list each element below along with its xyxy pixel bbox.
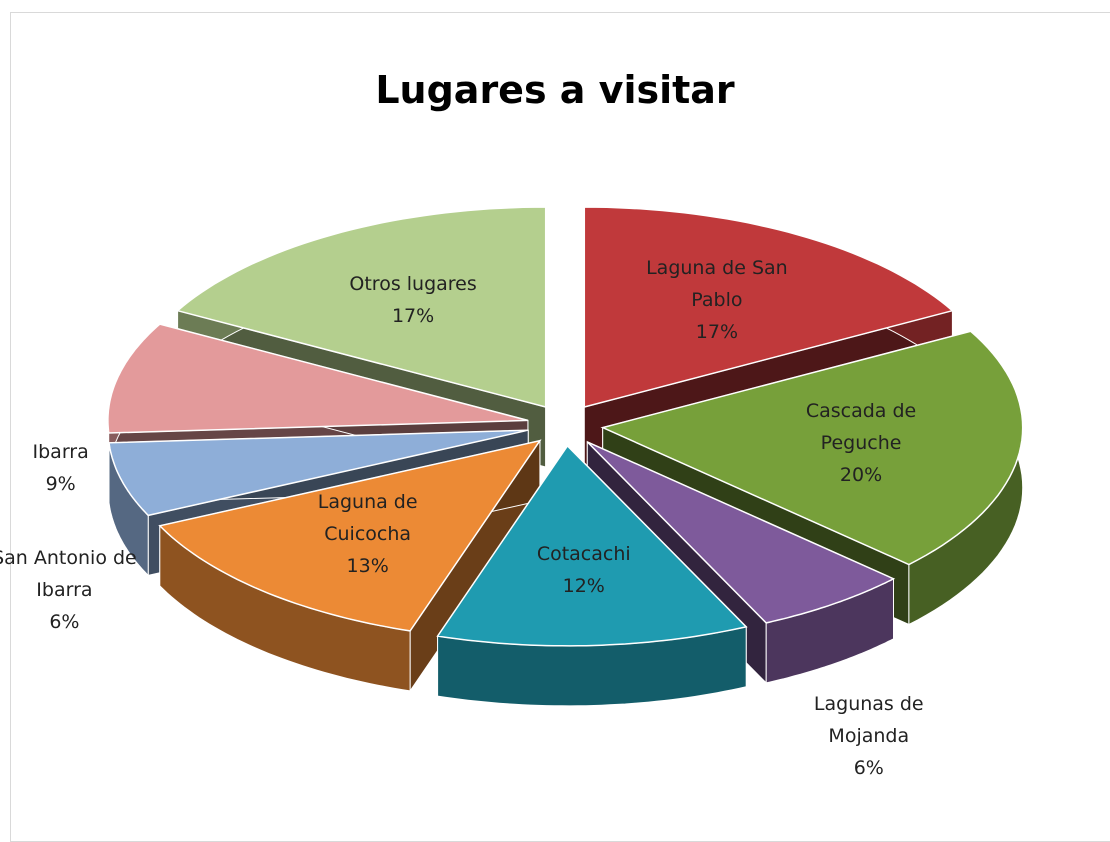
value-label: 6% bbox=[853, 757, 884, 780]
category-label: Lagunas de Mojanda bbox=[813, 693, 924, 748]
slice-top bbox=[176, 206, 547, 408]
slice-top bbox=[108, 429, 529, 517]
category-label: Cotacachi bbox=[536, 542, 631, 565]
slice-top bbox=[158, 439, 542, 632]
slice-top bbox=[600, 330, 1024, 566]
value-label: 12% bbox=[562, 574, 605, 597]
slice-top bbox=[107, 323, 529, 434]
value-label: 6% bbox=[49, 610, 80, 633]
page: Lugares a visitar (() => { const data = … bbox=[0, 12, 1110, 842]
value-label: 17% bbox=[391, 305, 435, 328]
category-label: Ibarra bbox=[32, 441, 89, 464]
slice-top bbox=[436, 444, 748, 647]
data-label: Cascada de Peguche 20% bbox=[776, 395, 946, 491]
category-label: Laguna de San Pablo bbox=[646, 257, 788, 312]
data-label: Laguna de San Pablo 17% bbox=[632, 252, 802, 348]
category-label: San Antonio de Ibarra bbox=[0, 546, 137, 601]
category-label: Cascada de Peguche bbox=[805, 400, 917, 455]
data-label: Otros lugares 17% bbox=[328, 268, 498, 332]
slice-top bbox=[586, 441, 896, 624]
chart-title: Lugares a visitar bbox=[375, 68, 735, 112]
chart bbox=[107, 206, 1024, 707]
slice bbox=[436, 444, 748, 707]
value-label: 17% bbox=[695, 321, 738, 344]
value-label: 13% bbox=[346, 554, 389, 577]
category-label: Otros lugares bbox=[349, 273, 477, 296]
data-label: Cotacachi 12% bbox=[499, 538, 669, 602]
data-label: San Antonio de Ibarra 6% bbox=[0, 542, 149, 638]
category-label: Laguna de Cuicocha bbox=[317, 490, 418, 545]
data-label: Ibarra 9% bbox=[0, 436, 146, 500]
value-label: 9% bbox=[45, 473, 76, 496]
data-label: Laguna de Cuicocha 13% bbox=[283, 486, 453, 582]
value-label: 20% bbox=[839, 464, 883, 487]
slice-top bbox=[583, 206, 954, 408]
data-label: Lagunas de Mojanda 6% bbox=[784, 688, 954, 784]
